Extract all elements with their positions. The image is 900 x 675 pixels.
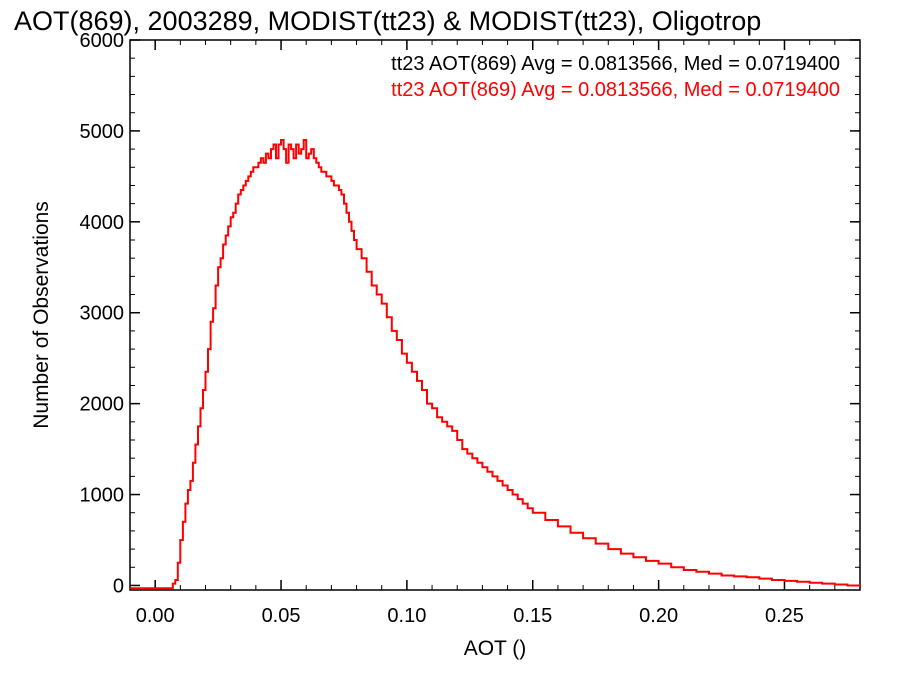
x-tick-label: 0.15 [513,605,552,627]
x-axis-label: AOT () [464,637,527,660]
y-tick-label: 3000 [80,303,125,325]
y-tick-label: 6000 [80,30,125,52]
x-tick-label: 0.05 [262,605,301,627]
histogram-series [130,139,861,590]
y-axis: 0 1000 2000 3000 4000 5000 6000 [80,30,860,597]
x-tick-label: 0.00 [136,605,175,627]
x-axis: 0.00 0.05 0.10 0.15 0.20 0.25 [136,40,861,627]
y-tick-label: 1000 [80,485,125,507]
y-tick-label: 2000 [80,394,125,416]
y-axis-label: Number of Observations [30,201,53,429]
chart-title: AOT(869), 2003289, MODIST(tt23) & MODIST… [14,6,761,36]
plot-frame [129,39,861,591]
y-tick-label: 4000 [80,212,125,234]
annotation-red: tt23 AOT(869) Avg = 0.0813566, Med = 0.0… [391,79,840,101]
y-tick-label: 0 [113,575,124,597]
annotation-black: tt23 AOT(869) Avg = 0.0813566, Med = 0.0… [391,53,840,75]
y-tick-label: 5000 [80,121,125,143]
x-tick-label: 0.10 [387,605,426,627]
x-tick-label: 0.20 [639,605,678,627]
plot-area: 0.00 0.05 0.10 0.15 0.20 0.25 0 1000 2000 3000 40… [80,30,861,627]
x-tick-label: 0.25 [765,605,804,627]
